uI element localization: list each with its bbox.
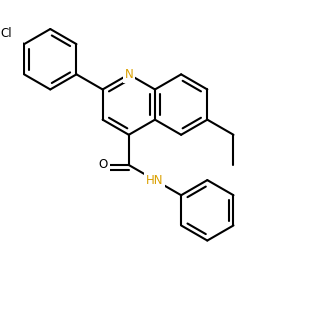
Text: HN: HN [146,174,164,186]
Text: N: N [124,68,133,81]
Text: Cl: Cl [0,27,11,40]
Text: O: O [98,158,108,172]
